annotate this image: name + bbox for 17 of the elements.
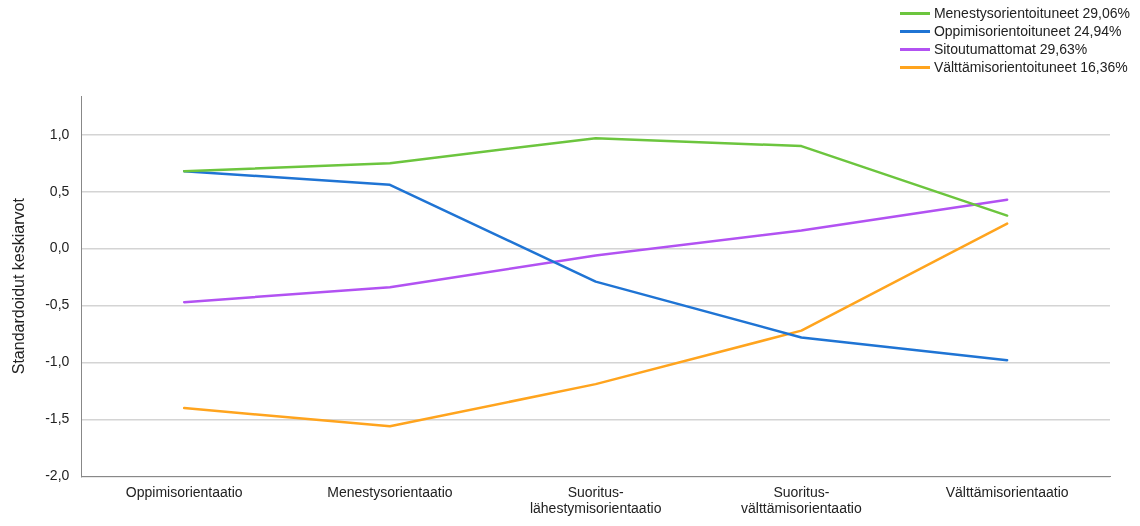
x-tick-label: Suoritus-lähestymisorientaatio xyxy=(529,483,662,517)
y-tick-label: -0,5 xyxy=(45,296,70,313)
y-tick-label: 0,5 xyxy=(49,182,70,199)
x-tick-label: Oppimisorientaatio xyxy=(125,483,243,500)
legend-label: Oppimisorientoituneet 24,94% xyxy=(933,23,1122,39)
legend-label: Sitoutumattomat 29,63% xyxy=(933,41,1088,57)
x-tick-label: Välttämisorientaatio xyxy=(945,483,1069,500)
y-tick-label: -2,0 xyxy=(45,467,70,484)
y-axis-title: Standardoidut keskiarvot xyxy=(10,197,28,375)
legend-label: Menestysorientoituneet 29,06% xyxy=(933,5,1130,21)
y-tick-label: 0,0 xyxy=(49,239,70,256)
legend-label: Välttämisorientoituneet 16,36% xyxy=(933,59,1128,75)
y-tick-label: 1,0 xyxy=(49,125,70,142)
y-tick-label: -1,5 xyxy=(45,410,70,427)
y-tick-label: -1,0 xyxy=(45,353,70,370)
x-tick-label: Menestysorientaatio xyxy=(327,483,453,500)
x-tick-label: Suoritus-välttämisorientaatio xyxy=(741,483,862,517)
